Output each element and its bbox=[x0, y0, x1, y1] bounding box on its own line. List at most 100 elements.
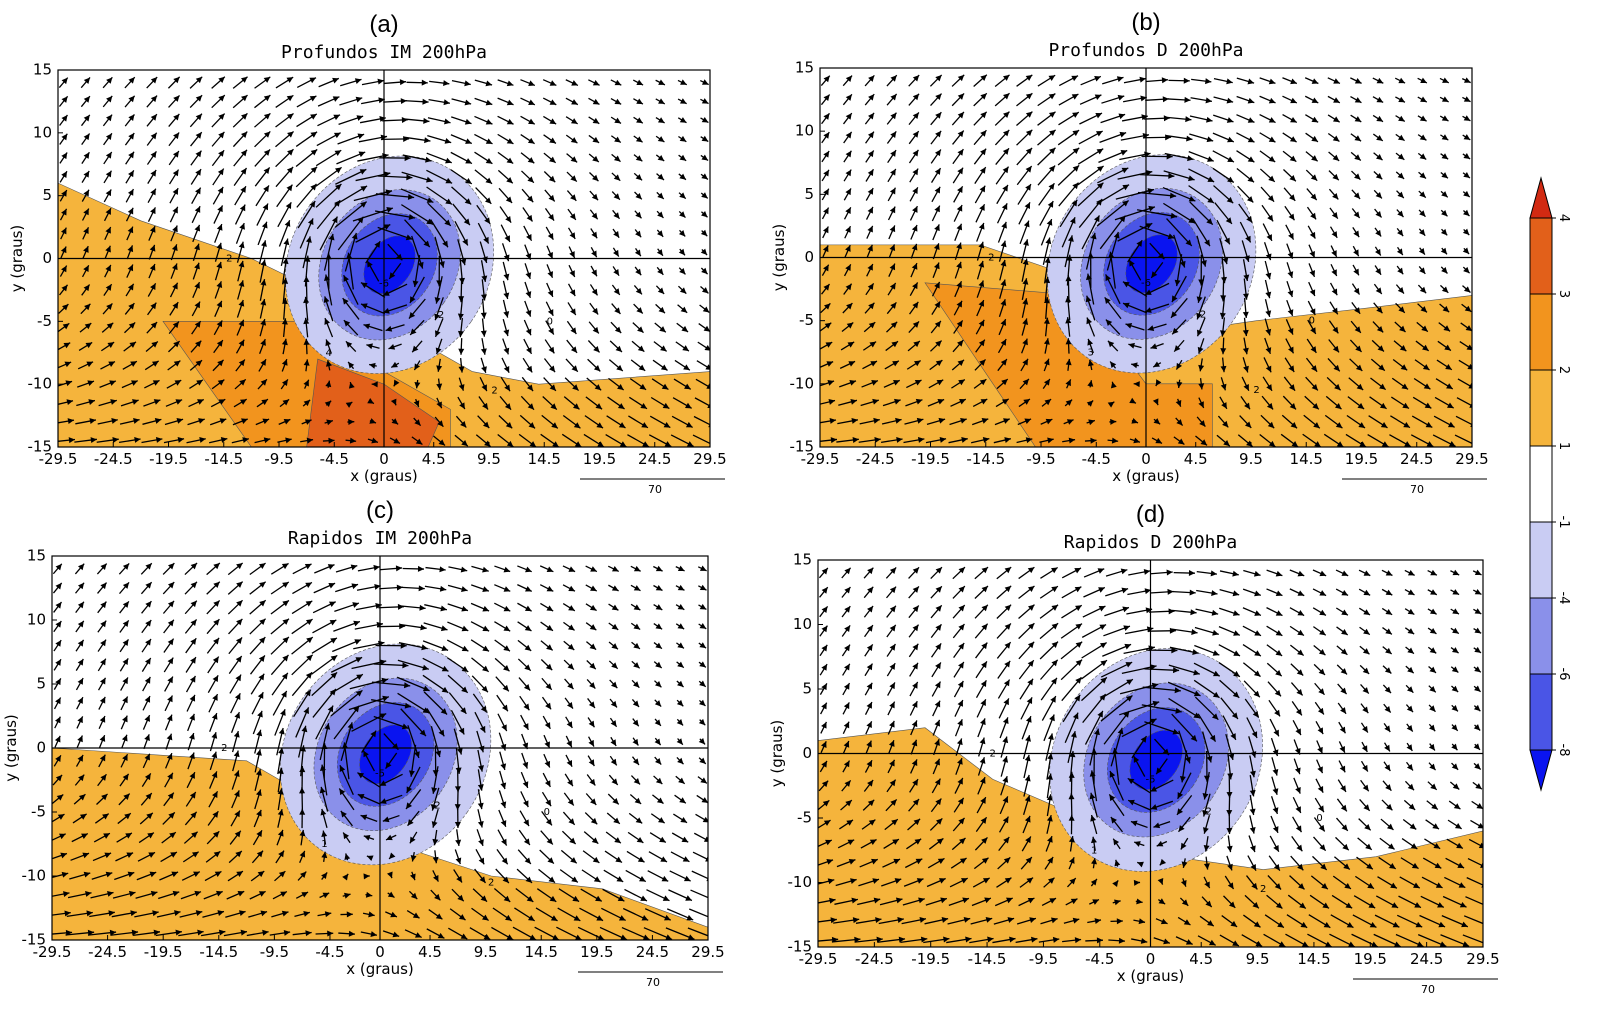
wind-arrowhead bbox=[549, 80, 557, 86]
wind-arrowhead bbox=[1249, 827, 1256, 834]
wind-arrowhead bbox=[127, 283, 134, 291]
wind-arrowhead bbox=[847, 341, 855, 348]
wind-arrowhead bbox=[77, 754, 84, 762]
wind-arrowhead bbox=[1025, 437, 1033, 444]
wind-arrowhead bbox=[133, 418, 140, 424]
wind-arrowhead bbox=[679, 154, 687, 161]
wind-arrowhead bbox=[212, 694, 218, 701]
wind-arrowhead bbox=[591, 288, 598, 296]
wind-arrowhead bbox=[1183, 77, 1190, 84]
wind-arrowhead bbox=[636, 79, 644, 86]
wind-arrowhead bbox=[281, 563, 289, 570]
wind-arrowhead bbox=[844, 644, 850, 652]
wind-arrowhead bbox=[1123, 711, 1130, 718]
wind-arrowhead bbox=[304, 563, 312, 570]
wind-arrowhead bbox=[677, 623, 685, 630]
wind-arrowhead bbox=[1441, 191, 1448, 198]
wind-arrowhead bbox=[617, 895, 625, 902]
wind-arrowhead bbox=[342, 298, 349, 305]
wind-arrowhead bbox=[1025, 716, 1032, 723]
wind-arrowhead bbox=[958, 605, 965, 612]
wind-arrowhead bbox=[55, 716, 61, 724]
wind-arrowhead bbox=[526, 214, 533, 222]
wind-arrowhead bbox=[1149, 718, 1157, 725]
wind-arrowhead bbox=[324, 400, 332, 408]
wind-arrowhead bbox=[911, 720, 918, 728]
wind-arrowhead bbox=[979, 359, 986, 366]
wind-arrowhead bbox=[1246, 196, 1254, 203]
wind-arrowhead bbox=[960, 417, 967, 424]
wind-arrowhead bbox=[240, 186, 246, 193]
wind-arrowhead bbox=[1274, 709, 1281, 717]
wind-arrowhead bbox=[1153, 822, 1161, 829]
y-axis-label: y (graus) bbox=[8, 225, 26, 293]
wind-arrowhead bbox=[937, 398, 945, 405]
wind-arrowhead bbox=[503, 605, 511, 612]
wind-arrowhead bbox=[701, 79, 709, 85]
wind-arrowhead bbox=[83, 246, 89, 253]
wind-arrowhead bbox=[641, 422, 648, 428]
wind-arrowhead bbox=[55, 755, 61, 762]
wind-arrowhead bbox=[278, 871, 286, 878]
wind-arrowhead bbox=[61, 304, 69, 311]
wind-arrowhead bbox=[1226, 97, 1234, 104]
wind-arrowhead bbox=[454, 804, 461, 811]
wind-arrowhead bbox=[1474, 666, 1481, 673]
wind-arrowhead bbox=[657, 173, 664, 180]
wind-arrowhead bbox=[1134, 841, 1141, 847]
wind-vector bbox=[1457, 378, 1472, 388]
wind-arrowhead bbox=[212, 656, 219, 664]
wind-arrowhead bbox=[191, 831, 198, 838]
wind-arrowhead bbox=[1221, 402, 1227, 409]
wind-arrowhead bbox=[875, 917, 882, 924]
wind-arrowhead bbox=[1300, 921, 1308, 928]
wind-arrowhead bbox=[978, 319, 985, 327]
wind-arrowhead bbox=[705, 856, 708, 862]
wind-arrowhead bbox=[1153, 361, 1160, 368]
wind-arrowhead bbox=[99, 677, 106, 685]
wind-arrowhead bbox=[380, 798, 387, 804]
wind-arrowhead bbox=[525, 272, 532, 279]
wind-arrowhead bbox=[843, 740, 850, 748]
wind-arrowhead bbox=[567, 779, 573, 787]
wind-arrowhead bbox=[1275, 590, 1283, 597]
wind-arrowhead bbox=[1469, 402, 1472, 408]
wind-arrowhead bbox=[1288, 384, 1296, 391]
wind-arrowhead bbox=[1022, 378, 1029, 386]
x-tick-label: -19.5 bbox=[149, 450, 188, 468]
wind-arrowhead bbox=[1369, 921, 1377, 928]
wind-arrowhead bbox=[1459, 901, 1467, 908]
wind-arrowhead bbox=[590, 798, 597, 805]
wind-arrowhead bbox=[979, 737, 986, 745]
wind-arrowhead bbox=[1159, 858, 1167, 866]
x-tick-label: 29.5 bbox=[693, 450, 726, 468]
wind-arrowhead bbox=[282, 257, 289, 265]
wind-arrowhead bbox=[913, 340, 920, 348]
wind-arrowhead bbox=[866, 663, 873, 671]
wind-arrowhead bbox=[873, 417, 880, 424]
wind-arrowhead bbox=[958, 624, 965, 631]
wind-arrowhead bbox=[1333, 78, 1340, 84]
wind-arrowhead bbox=[107, 890, 114, 897]
wind-arrowhead bbox=[984, 897, 991, 904]
wind-arrowhead bbox=[197, 929, 204, 936]
wind-arrowhead bbox=[1110, 381, 1117, 389]
x-tick-label: 29.5 bbox=[691, 943, 724, 961]
wind-arrowhead bbox=[303, 379, 309, 387]
wind-arrowhead bbox=[480, 895, 488, 902]
wind-arrowhead bbox=[890, 302, 897, 309]
wind-arrowhead bbox=[1354, 326, 1361, 333]
wind-arrowhead bbox=[1128, 799, 1135, 806]
wind-arrowhead bbox=[546, 566, 554, 573]
wind-arrowhead bbox=[698, 737, 706, 745]
wind-arrowhead bbox=[1176, 381, 1183, 389]
wind-arrowhead bbox=[478, 765, 484, 772]
wind-arrowhead bbox=[1332, 116, 1340, 123]
wind-arrowhead bbox=[978, 280, 985, 288]
wind-arrowhead bbox=[1340, 804, 1347, 812]
wind-arrowhead bbox=[523, 683, 531, 691]
wind-arrowhead bbox=[1096, 165, 1104, 172]
wind-arrowhead bbox=[980, 680, 987, 688]
wind-arrowhead bbox=[854, 936, 861, 943]
wind-arrowhead bbox=[348, 419, 355, 425]
